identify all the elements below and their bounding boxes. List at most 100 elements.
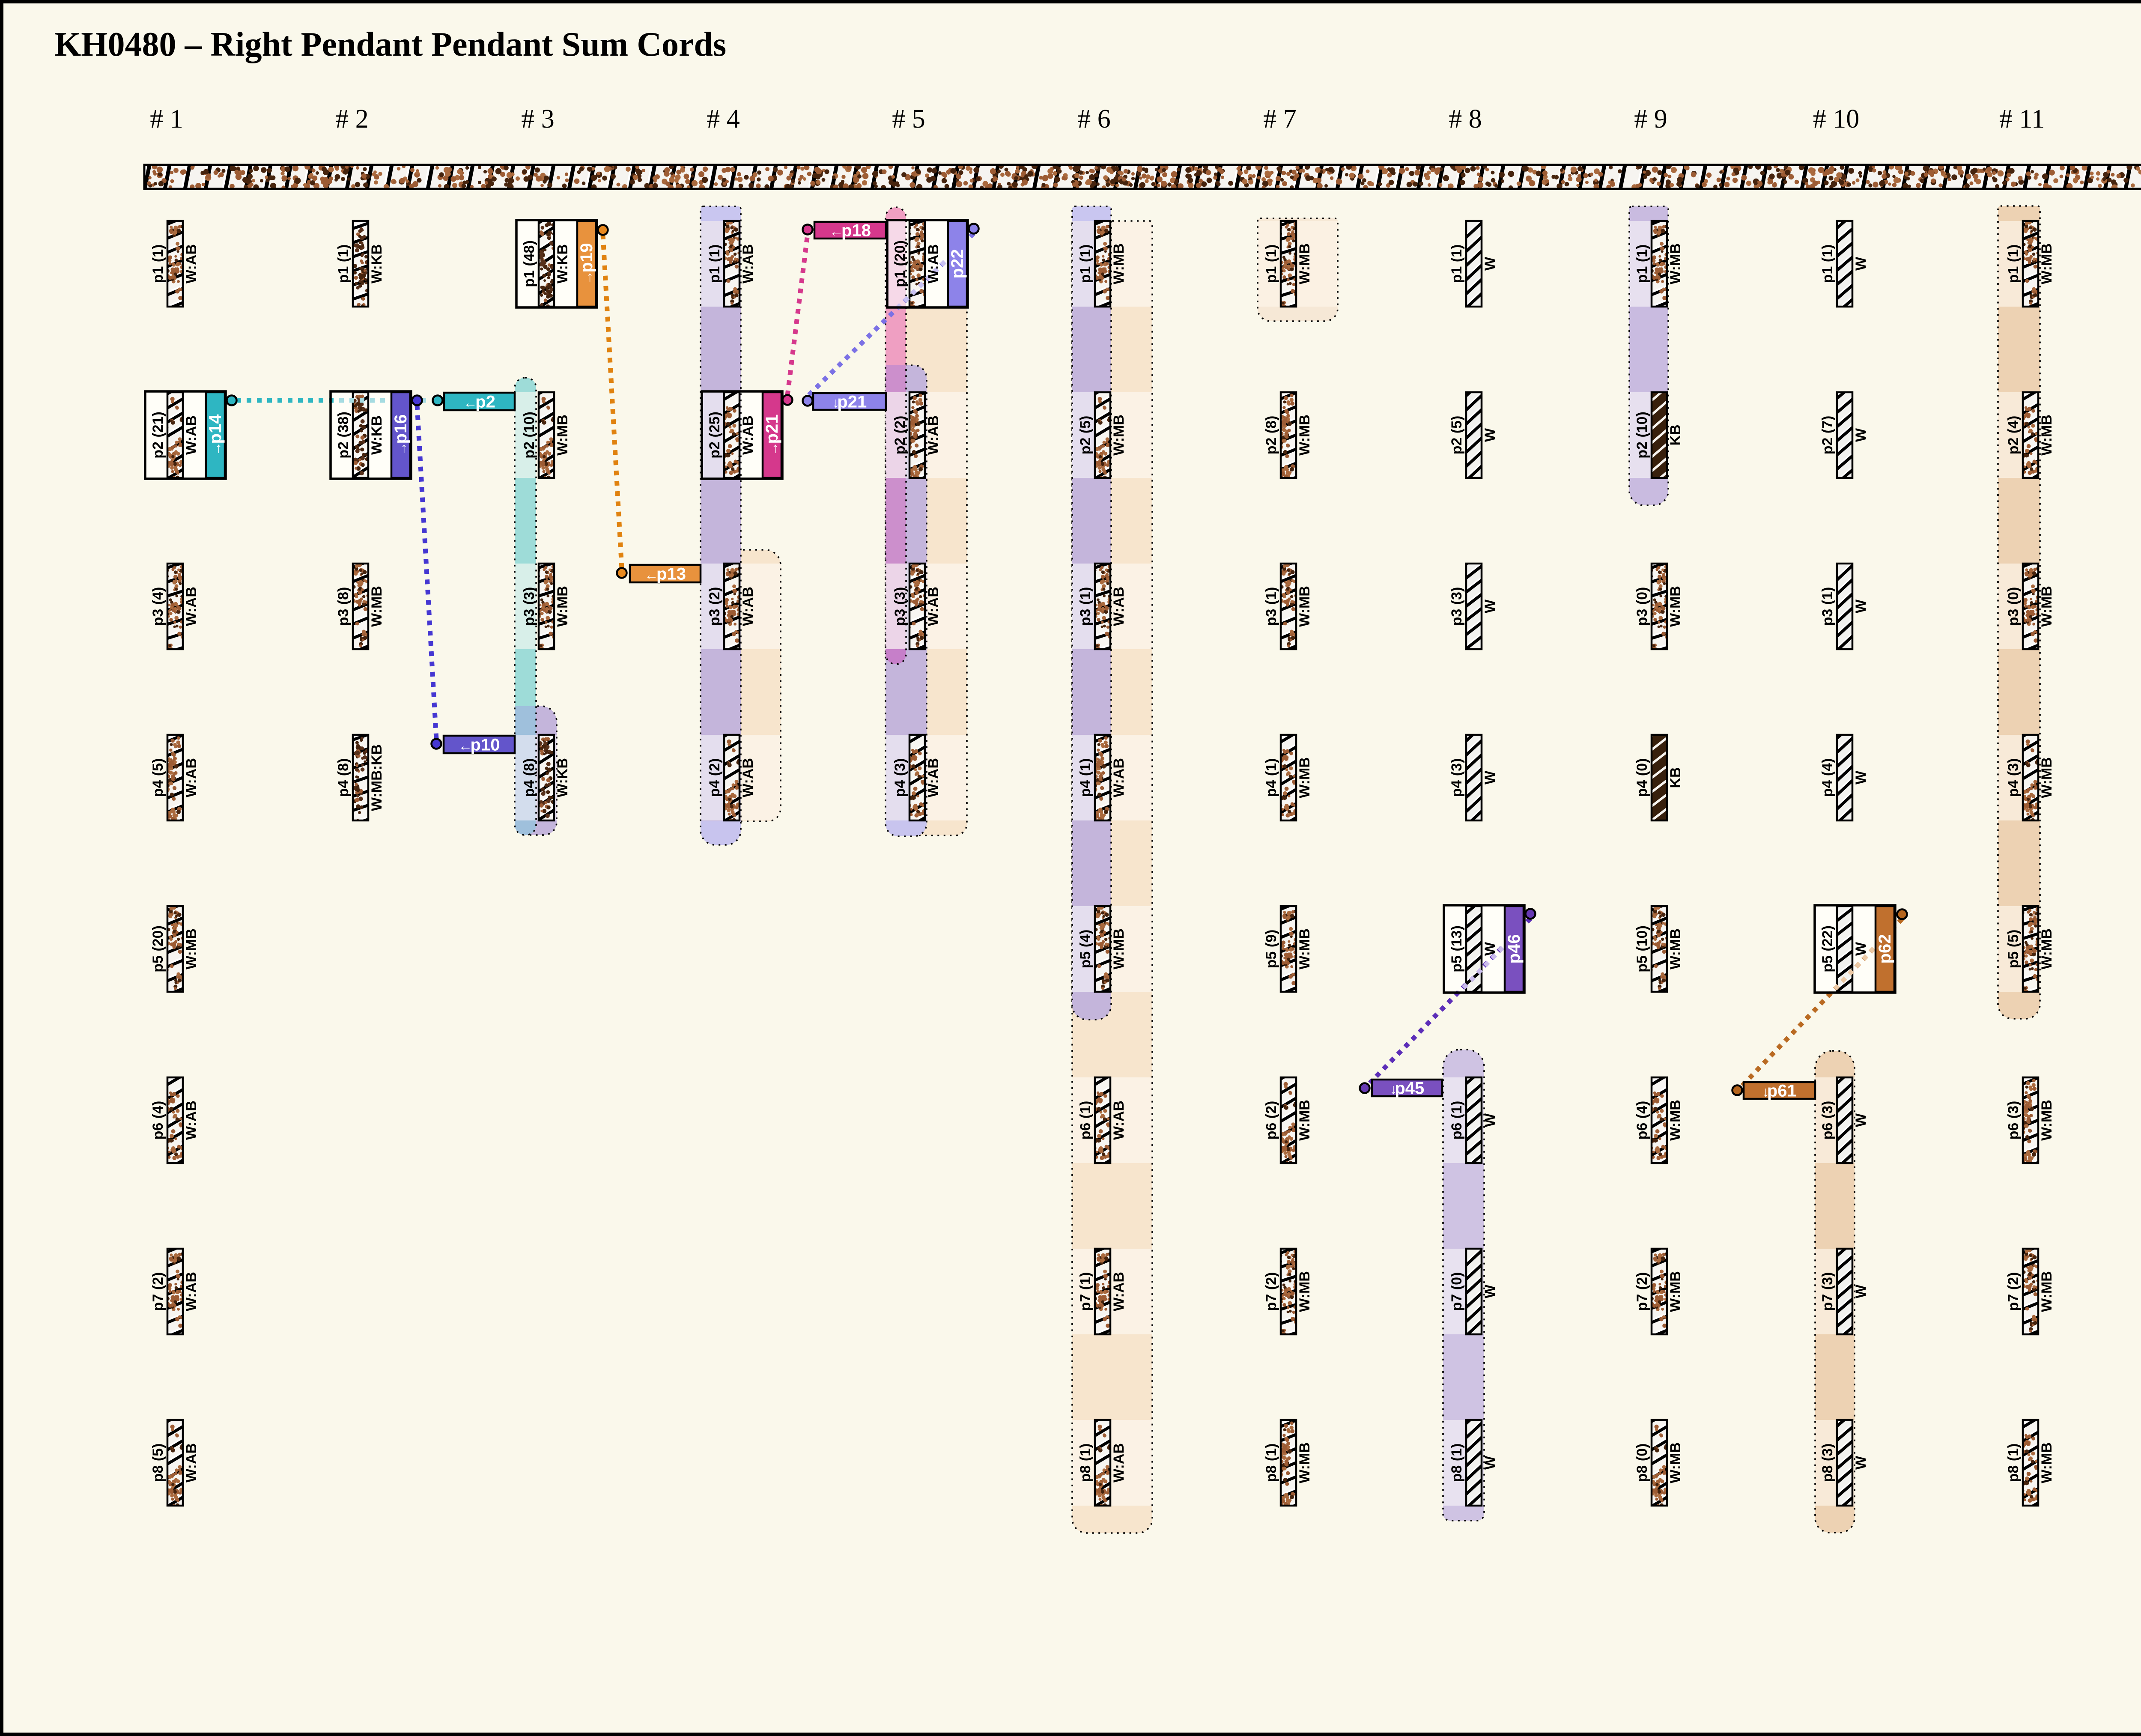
svg-text:p6 (2): p6 (2) xyxy=(1263,1101,1279,1140)
svg-text:W:AB: W:AB xyxy=(925,587,942,626)
svg-text:W:MB: W:MB xyxy=(2039,1442,2055,1483)
svg-text:W:MB: W:MB xyxy=(369,586,385,627)
svg-text:W: W xyxy=(1482,599,1498,613)
svg-text:p5 (5): p5 (5) xyxy=(2005,930,2022,969)
svg-text:p8 (1): p8 (1) xyxy=(1449,1444,1465,1482)
svg-text:W:MB: W:MB xyxy=(1667,1100,1684,1141)
svg-text:W:MB: W:MB xyxy=(1111,415,1127,456)
svg-text:W: W xyxy=(1853,599,1869,613)
svg-text:p2 (8): p2 (8) xyxy=(1263,416,1279,455)
svg-text:p62: p62 xyxy=(1876,934,1894,964)
svg-text:W: W xyxy=(1482,770,1498,784)
svg-text:# 7: # 7 xyxy=(1263,104,1297,134)
svg-text:W:KB: W:KB xyxy=(555,758,571,797)
svg-text:p7 (2): p7 (2) xyxy=(2005,1272,2022,1311)
svg-text:p7 (0): p7 (0) xyxy=(1449,1272,1465,1311)
svg-text:p8 (5): p8 (5) xyxy=(150,1444,166,1482)
svg-text:p22: p22 xyxy=(948,249,967,279)
svg-text:W: W xyxy=(1482,1284,1498,1298)
svg-text:p2 (38): p2 (38) xyxy=(335,412,352,459)
svg-text:# 1: # 1 xyxy=(150,104,183,134)
svg-text:p6 (3): p6 (3) xyxy=(2005,1101,2022,1140)
svg-text:↓p45: ↓p45 xyxy=(1390,1079,1424,1098)
svg-text:W:MB: W:MB xyxy=(1297,243,1313,284)
svg-text:p6 (4): p6 (4) xyxy=(1634,1101,1650,1140)
svg-text:p7 (2): p7 (2) xyxy=(1263,1272,1279,1311)
svg-text:p3 (1): p3 (1) xyxy=(1263,587,1279,626)
svg-text:W:AB: W:AB xyxy=(1111,758,1127,797)
svg-text:W:AB: W:AB xyxy=(183,415,200,455)
svg-text:p3 (3): p3 (3) xyxy=(892,587,908,626)
svg-text:W:MB: W:MB xyxy=(2039,415,2055,456)
svg-text:p8 (1): p8 (1) xyxy=(1077,1444,1094,1482)
svg-text:W:MB: W:MB xyxy=(1667,586,1684,627)
svg-text:p4 (0): p4 (0) xyxy=(1634,758,1650,797)
svg-text:W:MB: W:MB xyxy=(1667,1442,1684,1483)
svg-text:W:MB: W:MB xyxy=(555,415,571,456)
svg-text:W:MB: W:MB xyxy=(2039,243,2055,284)
svg-text:←p13: ←p13 xyxy=(644,565,686,584)
svg-text:W:MB: W:MB xyxy=(2039,1271,2055,1312)
svg-text:p1 (1): p1 (1) xyxy=(1263,245,1279,283)
svg-text:p4 (8): p4 (8) xyxy=(521,758,537,797)
svg-text:p2 (4): p2 (4) xyxy=(2005,416,2022,455)
svg-text:W:MB: W:MB xyxy=(1667,928,1684,969)
svg-text:p5 (4): p5 (4) xyxy=(1077,930,1094,969)
svg-text:p3 (0): p3 (0) xyxy=(2005,587,2022,626)
svg-text:→p16: →p16 xyxy=(391,415,410,456)
svg-text:p4 (3): p4 (3) xyxy=(2005,758,2022,797)
svg-text:W:MB: W:MB xyxy=(1297,928,1313,969)
svg-text:W: W xyxy=(1482,942,1498,956)
svg-text:W:AB: W:AB xyxy=(1111,1101,1127,1140)
svg-text:p46: p46 xyxy=(1505,934,1524,964)
svg-text:W: W xyxy=(1482,257,1498,271)
svg-text:p3 (3): p3 (3) xyxy=(521,587,537,626)
svg-text:p7 (3): p7 (3) xyxy=(1819,1272,1836,1311)
svg-text:KB: KB xyxy=(1667,424,1684,445)
svg-text:→p14: →p14 xyxy=(206,414,225,456)
svg-text:W:MB: W:MB xyxy=(1297,586,1313,627)
svg-text:W:KB: W:KB xyxy=(555,244,571,283)
svg-text:↓p21: ↓p21 xyxy=(832,393,867,412)
svg-text:p3 (4): p3 (4) xyxy=(150,587,166,626)
svg-text:p2 (2): p2 (2) xyxy=(892,416,908,455)
svg-text:p1 (48): p1 (48) xyxy=(521,240,537,287)
svg-text:# 3: # 3 xyxy=(521,104,555,134)
svg-text:# 11: # 11 xyxy=(1999,104,2045,134)
svg-text:p2 (21): p2 (21) xyxy=(150,412,166,459)
svg-text:KB: KB xyxy=(1667,767,1684,788)
svg-text:p6 (1): p6 (1) xyxy=(1077,1101,1094,1140)
svg-text:# 4: # 4 xyxy=(707,104,740,134)
svg-text:p6 (1): p6 (1) xyxy=(1449,1101,1465,1140)
svg-text:p5 (13): p5 (13) xyxy=(1449,925,1465,972)
svg-text:p1 (1): p1 (1) xyxy=(335,245,352,283)
svg-text:p6 (3): p6 (3) xyxy=(1819,1101,1836,1140)
svg-text:p2 (10): p2 (10) xyxy=(521,412,537,459)
svg-text:W:AB: W:AB xyxy=(183,1443,200,1482)
svg-text:p1 (1): p1 (1) xyxy=(1449,245,1465,283)
svg-text:p2 (25): p2 (25) xyxy=(707,412,723,459)
svg-text:W:AB: W:AB xyxy=(183,244,200,283)
svg-text:W:MB: W:MB xyxy=(1667,243,1684,284)
svg-text:W:MB: W:MB xyxy=(2039,928,2055,969)
svg-text:W:AB: W:AB xyxy=(925,415,942,455)
svg-text:W:KB: W:KB xyxy=(369,415,385,455)
svg-text:p3 (1): p3 (1) xyxy=(1077,587,1094,626)
svg-text:W: W xyxy=(1853,770,1869,784)
svg-text:W: W xyxy=(1482,1456,1498,1470)
svg-text:p6 (4): p6 (4) xyxy=(150,1101,166,1140)
svg-text:W:MB: W:MB xyxy=(2039,1100,2055,1141)
svg-text:→p21: →p21 xyxy=(763,415,781,456)
svg-text:W: W xyxy=(1482,428,1498,442)
svg-text:←p10: ←p10 xyxy=(459,736,500,755)
svg-text:W:AB: W:AB xyxy=(740,587,756,626)
svg-text:W:MB: W:MB xyxy=(1297,757,1313,798)
svg-text:p1 (1): p1 (1) xyxy=(150,245,166,283)
svg-text:W: W xyxy=(1853,1113,1869,1127)
svg-text:p3 (1): p3 (1) xyxy=(1819,587,1836,626)
svg-text:p1 (1): p1 (1) xyxy=(1819,245,1836,283)
svg-text:p4 (4): p4 (4) xyxy=(1819,758,1836,797)
svg-text:W:AB: W:AB xyxy=(1111,587,1127,626)
svg-text:W:MB: W:MB xyxy=(1111,243,1127,284)
svg-text:p2 (5): p2 (5) xyxy=(1077,416,1094,455)
